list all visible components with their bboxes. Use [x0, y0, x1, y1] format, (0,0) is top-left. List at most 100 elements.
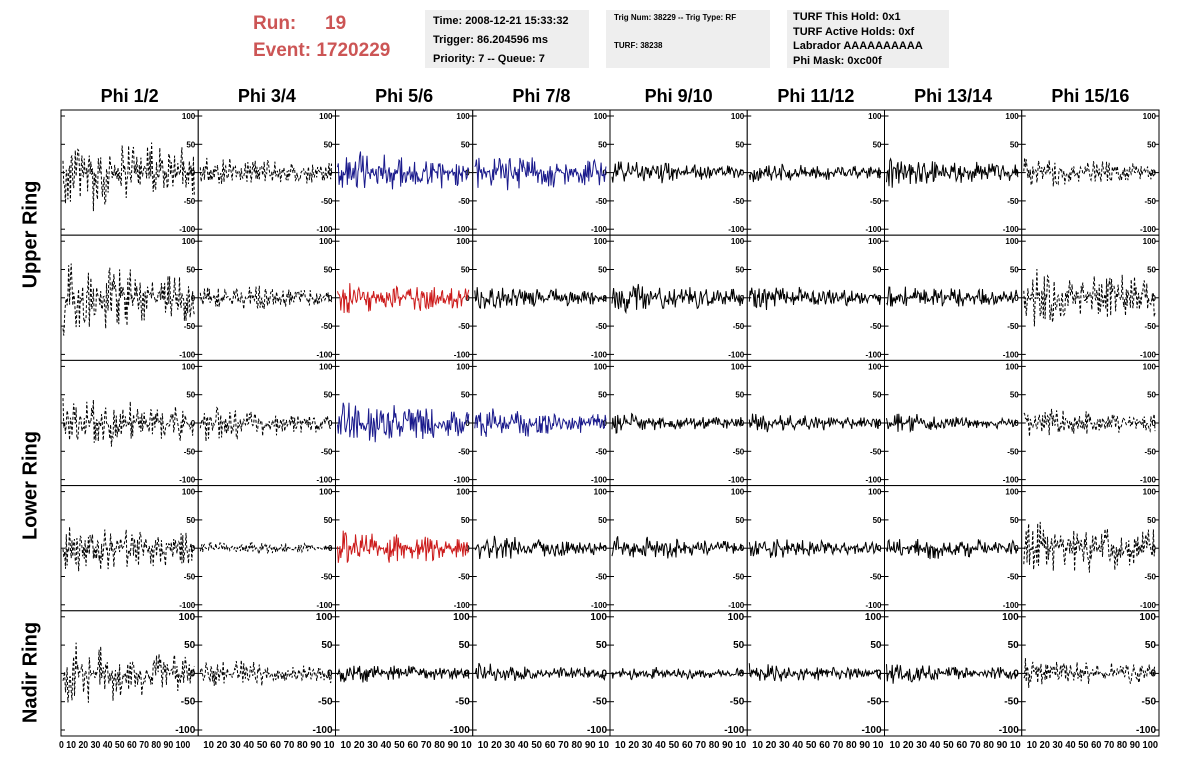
x-tick-label: 10 20 30 40 50 60 70 80 90 100 [1027, 740, 1159, 751]
y-tick-label: -50 [184, 573, 196, 582]
y-tick-label: -100 [316, 225, 333, 234]
y-tick-label: 0 [328, 294, 333, 303]
y-tick-label: -100 [1140, 225, 1157, 234]
y-tick-label: 50 [461, 516, 470, 525]
y-tick-label: 0 [328, 544, 333, 553]
waveform-trace [886, 157, 1019, 188]
x-tick-label: 10 20 30 40 50 60 70 80 90 10 [478, 740, 610, 751]
panel-frame [472, 485, 611, 612]
y-tick-label: 50 [1010, 266, 1019, 275]
y-tick-label: 50 [324, 516, 333, 525]
y-tick-label: 100 [1139, 612, 1156, 623]
y-tick-label: 50 [735, 266, 744, 275]
y-tick-label: 0 [601, 668, 607, 679]
y-tick-label: 100 [179, 612, 196, 623]
y-tick-label: 100 [1002, 612, 1019, 623]
waveform-trace [748, 413, 881, 433]
y-tick-label: -100 [179, 225, 196, 234]
y-tick-label: 50 [1147, 140, 1156, 149]
y-tick-label: -100 [861, 725, 881, 736]
y-tick-label: 100 [1143, 237, 1157, 246]
waveform-panel: 100 50 0 -50 -100 [1021, 485, 1160, 612]
y-tick-label: 100 [731, 488, 745, 497]
y-tick-label: 50 [461, 140, 470, 149]
y-tick-label: -100 [454, 601, 471, 610]
y-tick-label: -50 [870, 322, 882, 331]
y-tick-label: -100 [1003, 350, 1020, 359]
y-tick-label: 50 [184, 640, 196, 651]
x-tick-label: 10 20 30 40 50 60 70 80 90 10 [890, 740, 1022, 751]
waveform-trace [1023, 268, 1156, 327]
y-tick-label: 50 [461, 391, 470, 400]
turf-active-holds-text: TURF Active Holds: 0xf [793, 25, 915, 38]
y-tick-label: -100 [728, 601, 745, 610]
waveform-trace [199, 660, 332, 686]
y-tick-label: 50 [186, 391, 195, 400]
y-tick-label: -50 [1144, 573, 1156, 582]
y-tick-label: 100 [594, 237, 608, 246]
panel-frame [746, 359, 885, 487]
column-header: Phi 7/8 [512, 86, 571, 106]
y-tick-label: 0 [877, 419, 882, 428]
y-tick-label: -50 [1004, 697, 1019, 708]
y-tick-label: 100 [319, 237, 333, 246]
turf-this-hold-text: TURF This Hold: 0x1 [793, 11, 901, 23]
y-tick-label: 100 [731, 112, 745, 121]
run-value: 19 [325, 13, 347, 34]
y-tick-label: 100 [1143, 362, 1157, 371]
y-tick-label: 100 [1143, 488, 1157, 497]
priority-text: Priority: 7 -- Queue: 7 [433, 53, 545, 65]
y-tick-label: -50 [1007, 197, 1019, 206]
y-tick-label: -50 [458, 197, 470, 206]
column-header: Phi 5/6 [375, 86, 434, 106]
y-tick-label: -100 [175, 725, 195, 736]
waveform-trace [337, 402, 470, 443]
waveform-trace [62, 142, 195, 212]
y-tick-label: -50 [595, 573, 607, 582]
y-tick-label: -50 [1007, 573, 1019, 582]
y-tick-label: 0 [1152, 544, 1157, 553]
labrador-text: Labrador AAAAAAAAAA [793, 40, 923, 52]
y-tick-label: -50 [870, 447, 882, 456]
y-tick-label: 100 [594, 362, 608, 371]
waveform-trace [886, 664, 1019, 684]
x-tick-label: 10 20 30 40 50 60 70 80 90 10 [752, 740, 884, 751]
y-tick-label: -50 [733, 322, 745, 331]
y-tick-label: -50 [318, 697, 333, 708]
y-tick-label: 100 [182, 362, 196, 371]
y-tick-label: -100 [1140, 601, 1157, 610]
y-tick-label: -100 [454, 225, 471, 234]
y-tick-label: -100 [312, 725, 332, 736]
y-tick-label: -100 [728, 350, 745, 359]
y-tick-label: -50 [595, 197, 607, 206]
column-header: Phi 3/4 [237, 86, 296, 106]
y-tick-label: 50 [186, 140, 195, 149]
run-row: Run: 19 [253, 10, 390, 37]
y-tick-label: -100 [316, 350, 333, 359]
y-tick-label: -50 [733, 447, 745, 456]
y-tick-label: 100 [868, 362, 882, 371]
y-tick-label: -100 [1003, 225, 1020, 234]
y-tick-label: 0 [740, 169, 745, 178]
waveform-trace [62, 526, 195, 572]
y-tick-label: 50 [1147, 516, 1156, 525]
y-tick-label: 100 [865, 612, 882, 623]
y-tick-label: 100 [1005, 362, 1019, 371]
y-tick-label: 50 [598, 140, 607, 149]
y-tick-label: -50 [593, 697, 608, 708]
y-tick-label: 100 [1005, 112, 1019, 121]
y-tick-label: -50 [458, 447, 470, 456]
